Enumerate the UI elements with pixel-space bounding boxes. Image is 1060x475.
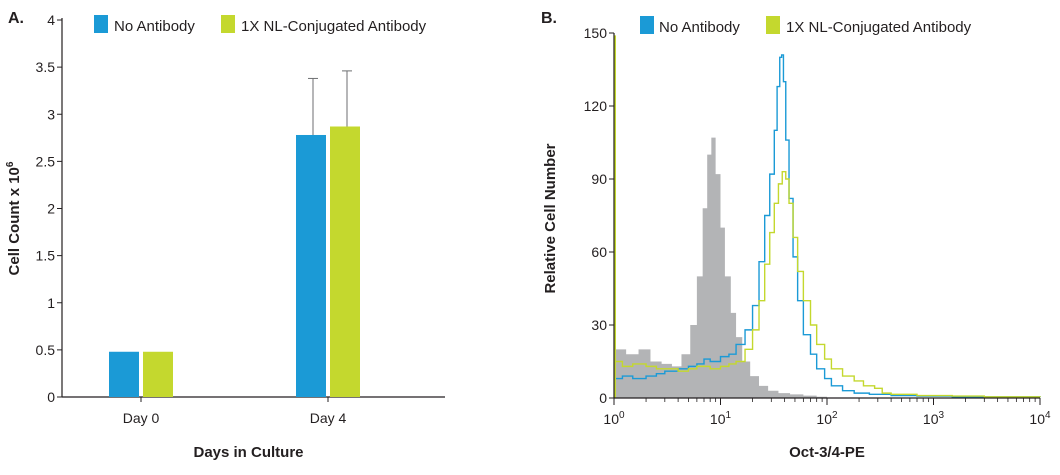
panel-b-y-tick-label: 30 xyxy=(591,317,607,333)
panel-b-x-tick-exponent: 0 xyxy=(619,410,625,421)
panel-b-legend-swatch-conjugated xyxy=(766,16,780,34)
panel-a-y-tick-label: 4 xyxy=(47,12,55,28)
panel-b-y-tick-label: 90 xyxy=(591,171,607,187)
panel-b-x-tick-label: 103 xyxy=(923,410,945,427)
panel-a-y-tick-label: 0.5 xyxy=(36,342,56,358)
panel-b-x-tick-exponent: 4 xyxy=(1045,410,1051,421)
panel-b-legend-swatch-no-antibody xyxy=(640,16,654,34)
panel-a-legend-label-conjugated: 1X NL-Conjugated Antibody xyxy=(241,18,427,35)
panel-a-bar xyxy=(109,351,139,397)
panel-a-label: A. xyxy=(8,10,24,27)
panel-a-y-tick-label: 2 xyxy=(47,201,55,217)
panel-a-bar xyxy=(143,351,173,397)
panel-a-y-tick-label: 1 xyxy=(47,295,55,311)
panel-b-legend-label-no-antibody: No Antibody xyxy=(659,19,740,36)
panel-b-x-tick-label: 101 xyxy=(710,410,732,427)
panel-a-y-tick-label: 2.5 xyxy=(36,153,56,169)
panel-b-x-tick-label: 102 xyxy=(816,410,838,427)
panel-b-x-tick-exponent: 2 xyxy=(832,410,838,421)
panel-a-legend-swatch-no-antibody xyxy=(94,15,108,33)
panel-a-y-tick-label: 0 xyxy=(47,389,55,405)
panel-a-legend-label-no-antibody: No Antibody xyxy=(114,18,195,35)
panel-a-y-axis-title: Cell Count x 106 xyxy=(5,161,23,275)
panel-b-line-no-antibody xyxy=(614,54,1041,398)
panel-b-x-tick-exponent: 1 xyxy=(726,410,732,421)
panel-a-bar xyxy=(330,126,360,397)
panel-a-y-axis-title-exponent: 6 xyxy=(5,161,16,167)
panel-b-line-conjugated xyxy=(614,171,1041,398)
panel-a-y-tick-label: 1.5 xyxy=(36,248,56,264)
panel-a-y-tick-label: 3 xyxy=(47,106,55,122)
panel-b-y-tick-label: 120 xyxy=(584,98,608,114)
panel-b-x-tick-label: 104 xyxy=(1029,410,1051,427)
panel-b-x-tick-exponent: 3 xyxy=(939,410,945,421)
panel-b-legend-label-conjugated: 1X NL-Conjugated Antibody xyxy=(786,19,972,36)
panel-a-x-tick-label: Day 0 xyxy=(123,410,160,426)
panel-b-label: B. xyxy=(541,10,557,27)
panel-a-legend-swatch-conjugated xyxy=(221,15,235,33)
panel-a-x-axis-title: Days in Culture xyxy=(193,444,303,461)
panel-b-y-tick-label: 150 xyxy=(584,25,608,41)
panel-a-bar xyxy=(296,134,326,398)
panel-b-x-tick-label: 100 xyxy=(603,410,625,427)
panel-b-y-tick-label: 60 xyxy=(591,244,607,260)
panel-a-y-tick-label: 3.5 xyxy=(36,59,56,75)
panel-b-y-axis-title: Relative Cell Number xyxy=(542,143,559,293)
panel-a-x-tick-label: Day 4 xyxy=(310,410,347,426)
panel-b-y-tick-label: 0 xyxy=(599,390,607,406)
panel-b-control-histogram xyxy=(614,137,827,398)
panel-b-x-axis-title: Oct-3/4-PE xyxy=(789,444,865,461)
